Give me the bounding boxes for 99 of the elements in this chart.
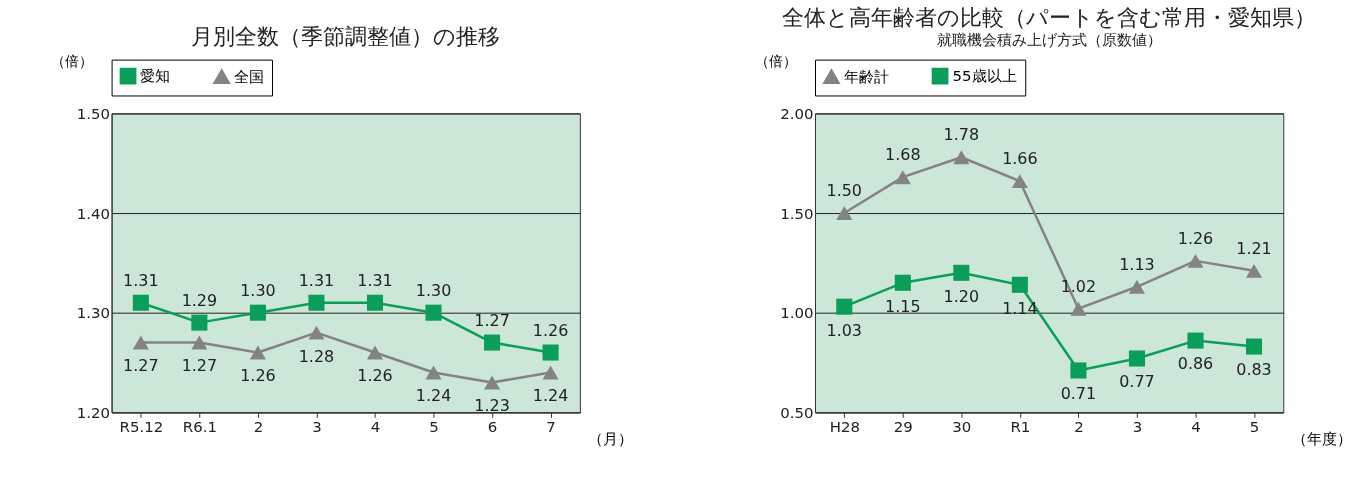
data-label: 1.24 <box>532 386 569 406</box>
data-label: 1.27 <box>181 356 218 376</box>
point <box>132 335 149 350</box>
point <box>308 325 325 340</box>
data-label: 1.27 <box>123 356 159 376</box>
x-tick-label: 30 <box>952 417 972 436</box>
data-label: 1.29 <box>181 290 218 310</box>
point <box>894 170 911 185</box>
point <box>484 334 501 351</box>
data-label: 1.26 <box>357 366 393 386</box>
point <box>484 375 501 390</box>
point <box>249 345 266 360</box>
x-tick-label: 2 <box>253 417 264 436</box>
point <box>894 274 911 291</box>
point <box>1011 174 1028 189</box>
data-label: 1.31 <box>357 270 393 290</box>
data-label: 1.31 <box>123 270 159 290</box>
point <box>836 298 853 315</box>
x-tick-label: R1 <box>1010 417 1031 436</box>
point <box>1011 276 1028 293</box>
chart-subtitle: 就職機会積み上げ方式（原数値） <box>936 30 1162 49</box>
x-tick-label: 29 <box>893 417 913 436</box>
data-label: 1.03 <box>826 320 863 340</box>
y-tick-label: 1.50 <box>76 104 111 123</box>
data-label: 1.31 <box>298 270 335 290</box>
point <box>836 206 853 221</box>
y-tick-label: 0.50 <box>780 403 814 422</box>
data-label: 1.14 <box>1002 298 1038 318</box>
point <box>249 304 266 321</box>
y-tick-label: 1.40 <box>76 204 111 223</box>
data-label: 1.23 <box>474 396 510 416</box>
x-tick-label: 4 <box>1191 417 1201 436</box>
y-axis-title: （倍） <box>754 53 797 70</box>
x-tick-label: R5.12 <box>119 417 164 436</box>
point <box>953 150 970 165</box>
point <box>1070 301 1087 316</box>
data-label: 1.27 <box>474 310 510 330</box>
point <box>191 335 208 350</box>
point <box>953 264 970 281</box>
legend-label: 愛知 <box>140 67 171 86</box>
point <box>308 294 325 311</box>
data-label: 1.24 <box>415 386 452 406</box>
data-label: 1.26 <box>532 320 569 340</box>
x-tick-label: 3 <box>1132 417 1143 436</box>
point <box>1128 350 1145 367</box>
point <box>1187 332 1204 349</box>
x-tick-label: 5 <box>1249 417 1260 436</box>
legend-label: 55歳以上 <box>952 67 1017 86</box>
point <box>1187 253 1204 268</box>
point <box>1245 338 1263 355</box>
x-tick-label: 4 <box>370 417 381 436</box>
data-label: 1.28 <box>298 346 335 366</box>
point <box>542 365 559 380</box>
x-axis-title: （月） <box>588 429 634 448</box>
point <box>425 304 442 321</box>
y-tick-label: 1.50 <box>780 204 814 223</box>
chart-title: 月別全数（季節調整値）の推移 <box>191 23 501 49</box>
data-label: 1.02 <box>1060 276 1097 296</box>
x-tick-label: 7 <box>546 417 556 436</box>
legend-label: 年齢計 <box>843 67 889 86</box>
y-tick-label: 2.00 <box>780 104 814 123</box>
data-label: 1.13 <box>1119 254 1155 274</box>
data-label: 1.26 <box>240 366 276 386</box>
x-tick-label: 6 <box>487 417 498 436</box>
data-label: 0.71 <box>1060 384 1097 404</box>
x-tick-label: 2 <box>1074 417 1084 436</box>
point <box>1070 362 1087 379</box>
point <box>366 345 384 360</box>
point <box>1245 263 1263 278</box>
point <box>425 365 442 380</box>
data-label: 1.68 <box>885 145 921 165</box>
x-tick-label: R6.1 <box>182 417 217 436</box>
data-label: 1.15 <box>885 296 921 316</box>
data-label: 1.78 <box>943 125 980 145</box>
data-label: 1.30 <box>415 280 452 300</box>
data-label: 0.86 <box>1177 354 1214 374</box>
y-tick-label: 1.00 <box>780 304 814 323</box>
y-axis-title: （倍） <box>51 53 94 70</box>
point <box>366 294 384 311</box>
data-label: 0.77 <box>1119 372 1155 392</box>
data-label: 0.83 <box>1236 360 1272 380</box>
data-label: 1.26 <box>1177 228 1214 248</box>
legend-label: 全国 <box>234 67 265 86</box>
data-label: 1.20 <box>943 286 980 306</box>
point <box>1128 279 1145 294</box>
chart-title: 全体と高年齢者の比較（パートを含む常用・愛知県） <box>782 4 1317 30</box>
x-axis-title: （年度） <box>1291 429 1352 448</box>
x-tick-label: 3 <box>312 417 322 436</box>
point <box>191 314 208 331</box>
y-tick-label: 1.20 <box>76 403 111 422</box>
point <box>542 344 559 361</box>
data-label: 1.21 <box>1236 238 1272 258</box>
x-tick-label: 5 <box>429 417 439 436</box>
point <box>132 294 149 311</box>
data-label: 1.30 <box>240 280 276 300</box>
data-label: 1.66 <box>1002 149 1038 169</box>
data-label: 1.50 <box>826 181 863 201</box>
x-tick-label: H28 <box>829 417 860 436</box>
y-tick-label: 1.30 <box>76 304 111 323</box>
